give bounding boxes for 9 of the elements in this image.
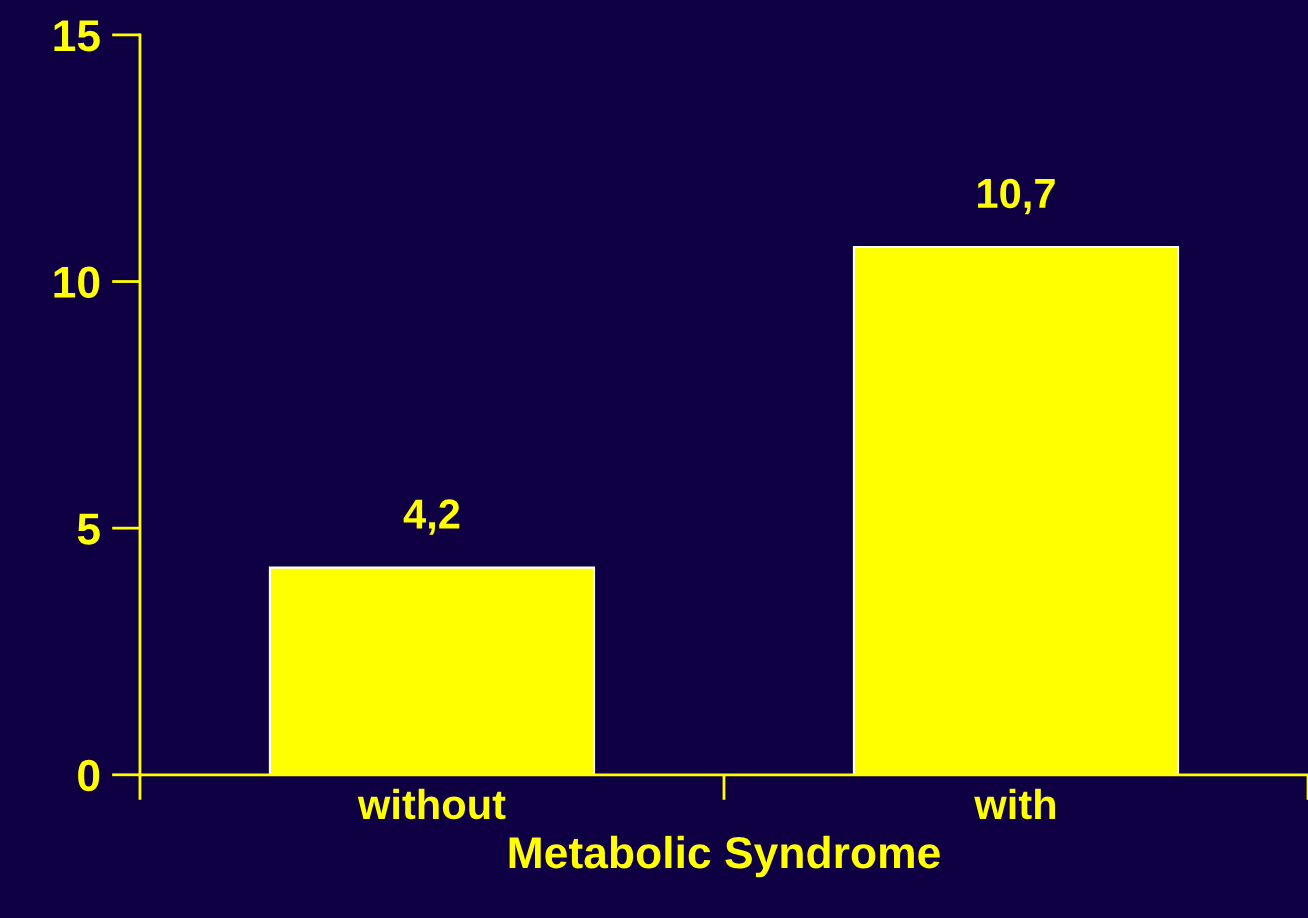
y-tick-label: 0: [78, 759, 100, 792]
y-tick-label: 15: [54, 20, 100, 52]
data-label: 10,7: [978, 178, 1055, 215]
x-axis-title: Metabolic Syndrome: [509, 835, 940, 878]
data-label: 4,2: [403, 499, 460, 535]
y-tick-label: 5: [77, 513, 100, 545]
x-tick-label: without: [357, 788, 506, 820]
x-tick-label: with: [974, 788, 1056, 820]
y-tick-label: 10: [54, 266, 100, 299]
